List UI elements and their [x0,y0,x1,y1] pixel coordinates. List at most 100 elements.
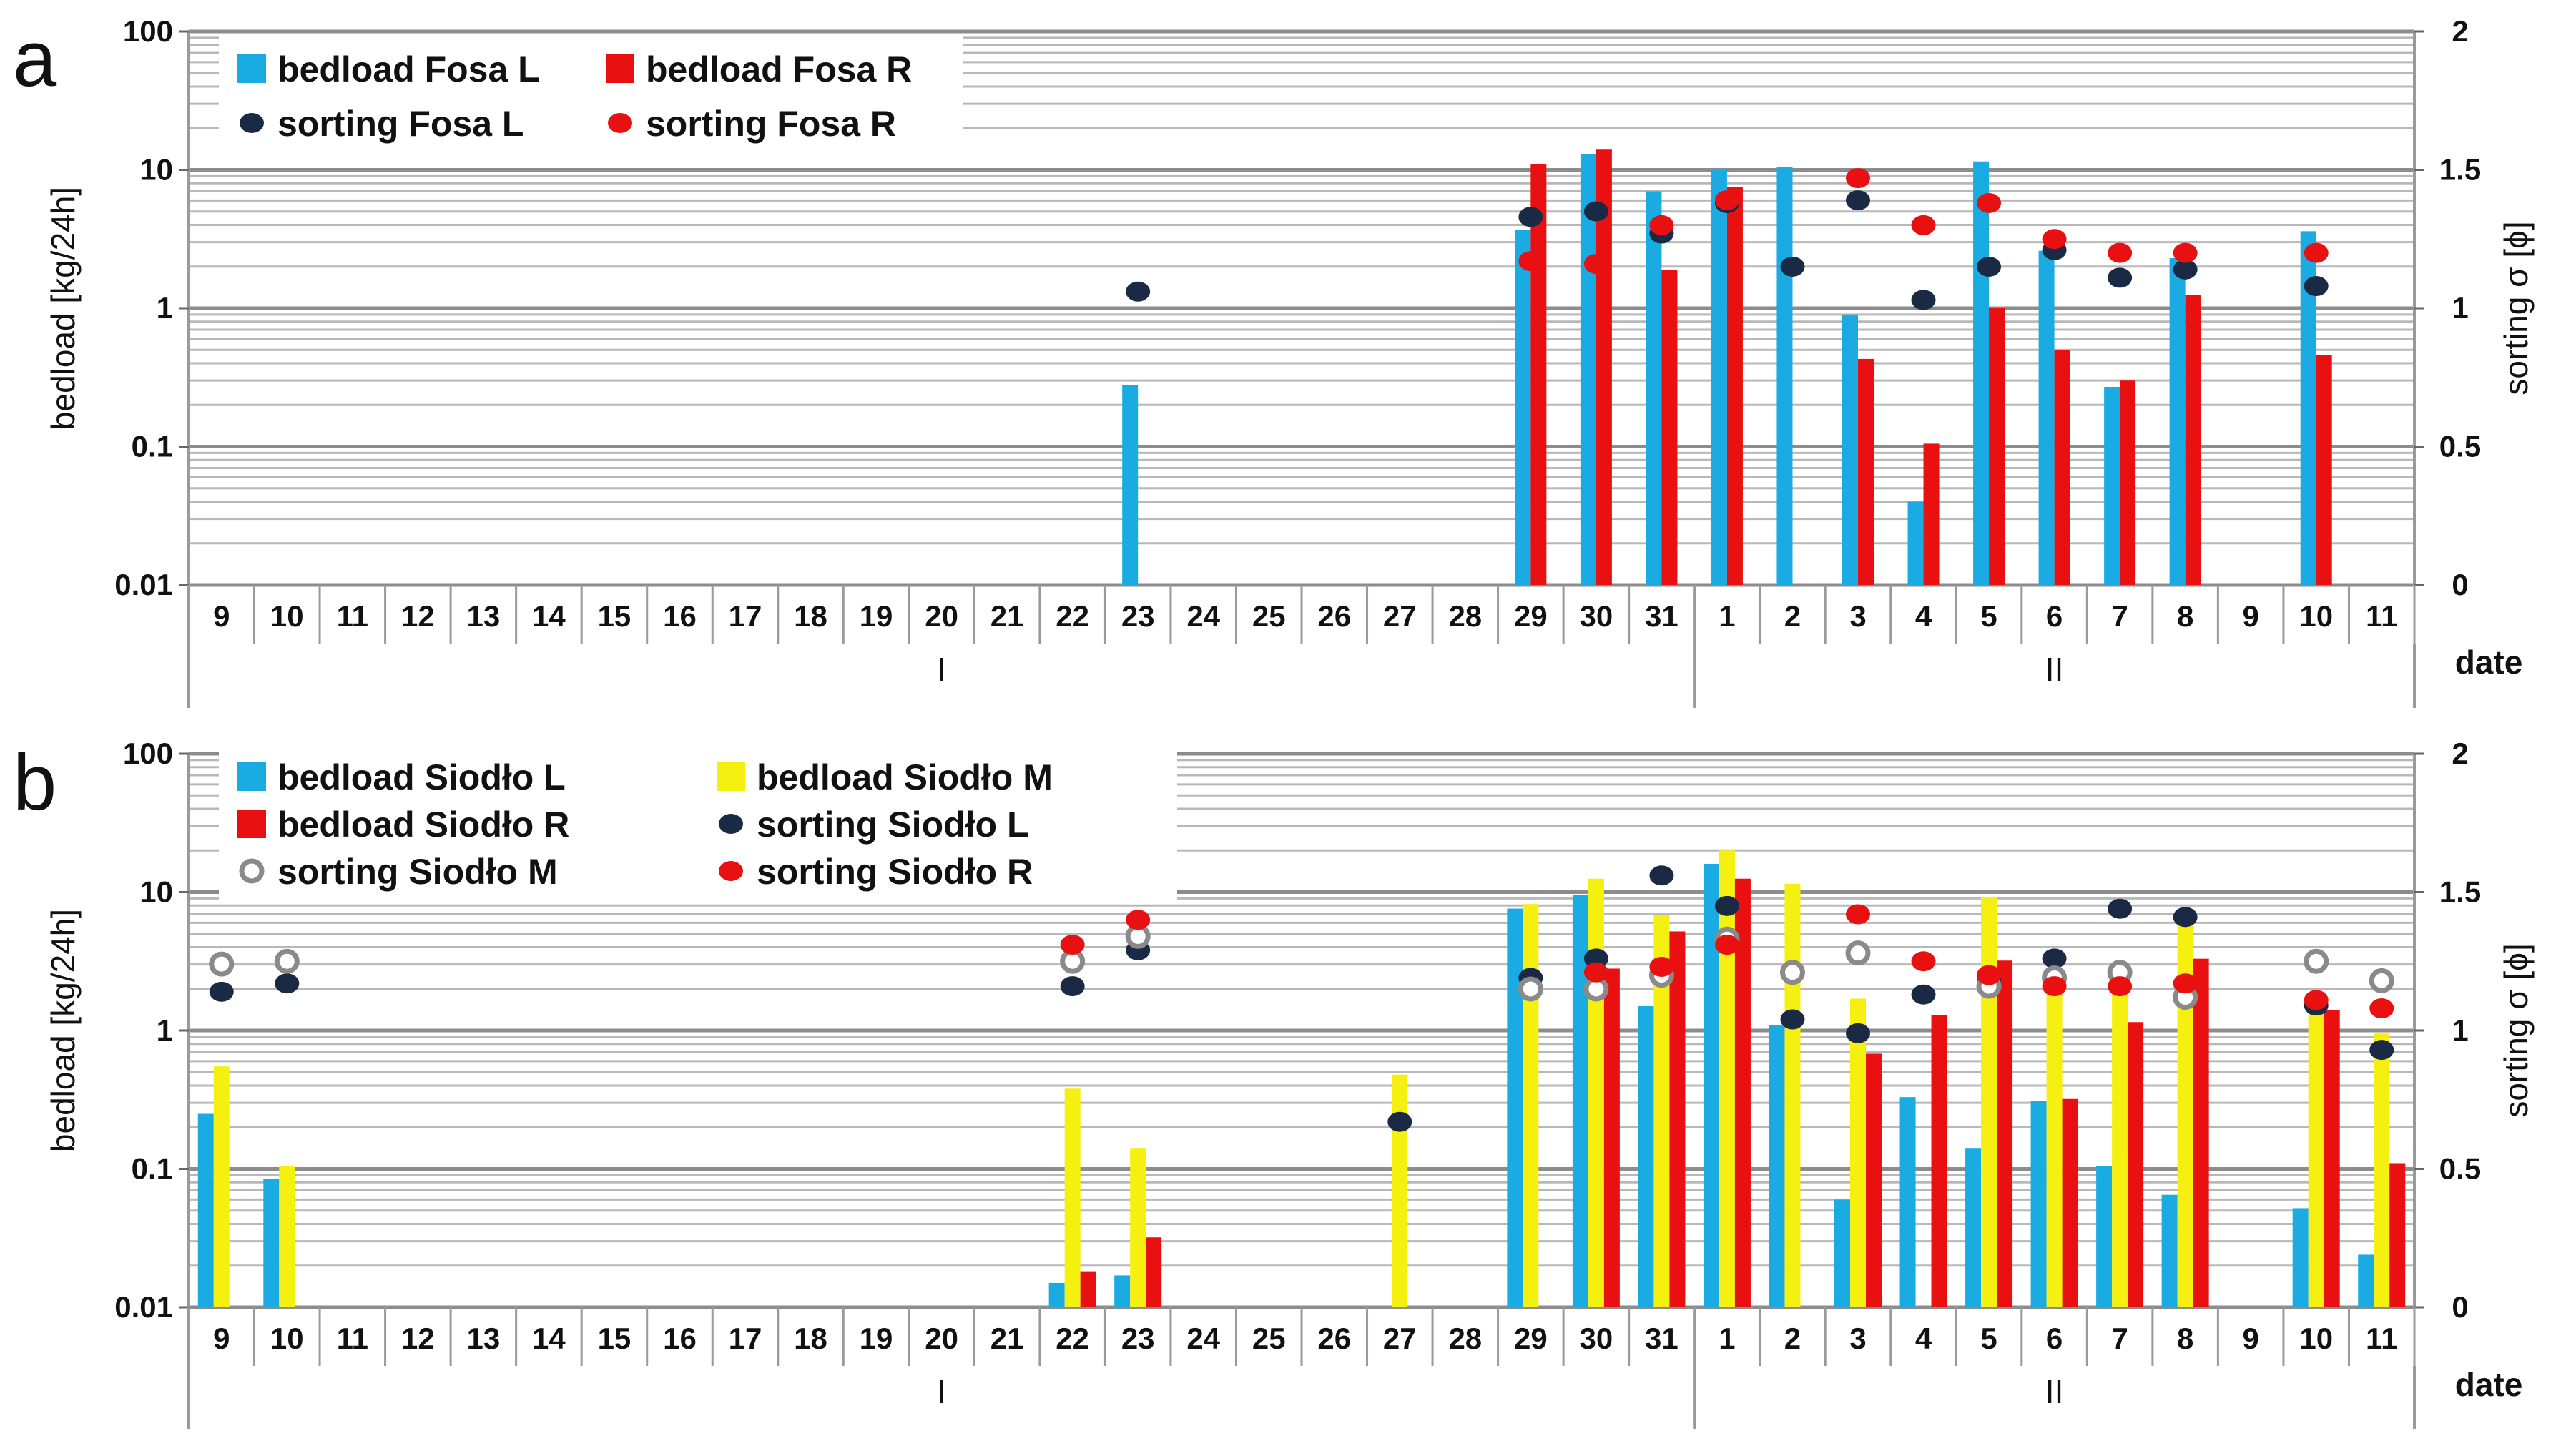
bar-series-bedload-siod-o-m [213,850,2390,1307]
data-point [1126,281,1151,302]
bar [1130,1148,1146,1307]
legend-label: sorting Fosa L [277,104,523,144]
bar [1965,1148,1982,1307]
date-tick-label: 9 [2242,1322,2258,1355]
date-tick-label: 22 [1056,1322,1089,1355]
bar [1923,443,1940,585]
data-point [1583,201,1608,222]
bar [1572,895,1588,1307]
legend-label: sorting Siodło R [757,852,1033,892]
date-tick-label: 1 [1719,1322,1735,1355]
bar [279,1166,295,1307]
data-point [1911,215,1936,235]
date-tick-label: 16 [663,1322,697,1355]
bar [1661,270,1678,585]
date-axis: 9 10 11 12 13 14 15 16 17 18 19 20 21 22 23 24 25 26 27 28 2… [187,1307,2523,1429]
data-point [1845,940,1871,966]
data-point [275,973,300,994]
bar [197,1113,214,1307]
date-tick-label: 23 [1121,599,1155,633]
data-point [1846,190,1870,211]
date-tick-label: 28 [1448,1322,1482,1355]
date-tick-label: 28 [1448,599,1482,633]
bar [1858,358,1874,585]
bar [1726,187,1743,585]
date-tick-label: 12 [401,599,435,633]
data-point [2108,242,2133,263]
legend: bedload Siodło L bedload Siodło M bedload … [219,744,1177,902]
bar [1973,161,1990,585]
data-point [209,951,235,977]
legend-label: sorting Siodło M [277,852,558,892]
date-tick-label: 20 [925,1322,958,1355]
date-tick-label: 11 [2366,599,2397,633]
legend-swatch [237,810,266,838]
date-tick-label: 17 [729,1322,762,1355]
data-point [1977,965,2002,985]
date-tick-label: 20 [925,599,958,633]
data-point [1780,256,1805,277]
bar [2185,295,2201,585]
date-tick-label: 9 [213,599,230,633]
date-tick-label: 31 [1645,599,1678,633]
data-point [1649,956,1674,977]
chart-panel-a: 0.01 0.1 1 10 100 0 0.5 1 1.5 2 bedload [kg/24h] so… [13,14,2535,708]
data-point [2108,267,2133,288]
legend-swatch [719,814,743,834]
data-point [2369,968,2394,993]
data-point [1714,190,1739,211]
date-tick-label: 30 [1580,1322,1613,1355]
month-label: I [937,1373,946,1410]
date-tick-label: 11 [337,599,368,633]
date-tick-label: 6 [2046,599,2063,633]
month-label: II [2045,1373,2064,1410]
data-point [2304,948,2329,974]
date-tick-label: 26 [1317,1322,1351,1355]
x-axis-title: date [2455,1366,2523,1403]
date-tick-label: 12 [401,1322,435,1355]
date-tick-label: 2 [1784,1322,1801,1355]
legend-swatch [240,113,264,133]
data-point [2369,1040,2394,1061]
date-tick-label: 3 [1849,599,1866,633]
date-tick-label: 10 [2299,1322,2333,1355]
bar [1603,968,1620,1307]
bar [1392,1074,1408,1307]
data-point [1387,1111,1412,1132]
bar [2308,1002,2324,1307]
date-tick-label: 10 [270,599,304,633]
bar [1931,1014,1947,1307]
bar [2054,350,2070,585]
date-tick-label: 7 [2111,1322,2128,1355]
legend-swatch [606,54,634,83]
data-point [1518,976,1543,1002]
data-point [2304,990,2329,1010]
data-point [2042,976,2067,997]
data-point [1714,895,1739,916]
legend-swatch [608,113,632,133]
data-point [2108,898,2133,919]
date-tick-label: 9 [213,1322,230,1355]
bar-series-bedload-siod-o-l [197,864,2374,1307]
bar [1850,998,1866,1307]
left-tick-label: 10 [139,875,173,909]
panel-letter: b [13,739,56,827]
bar-series-bedload-siod-o-r [1080,878,2406,1307]
bar-series-group [197,850,2406,1307]
bar [1523,904,1539,1307]
bar [2096,1166,2113,1307]
date-tick-label: 29 [1514,1322,1548,1355]
date-tick-label: 27 [1383,599,1417,633]
date-tick-label: 19 [860,599,893,633]
data-point [2173,259,2198,280]
left-axis-title: bedload [kg/24h] [44,187,82,430]
legend-box [219,36,963,153]
left-axis-title: bedload [kg/24h] [44,909,82,1152]
data-point [1714,935,1739,955]
bar [1834,1199,1850,1307]
date-tick-label: 4 [1915,1322,1932,1355]
right-tick-label: 1.5 [2439,875,2481,909]
bar [2389,1163,2406,1307]
data-point [1518,207,1543,227]
left-tick-label: 100 [123,14,173,48]
